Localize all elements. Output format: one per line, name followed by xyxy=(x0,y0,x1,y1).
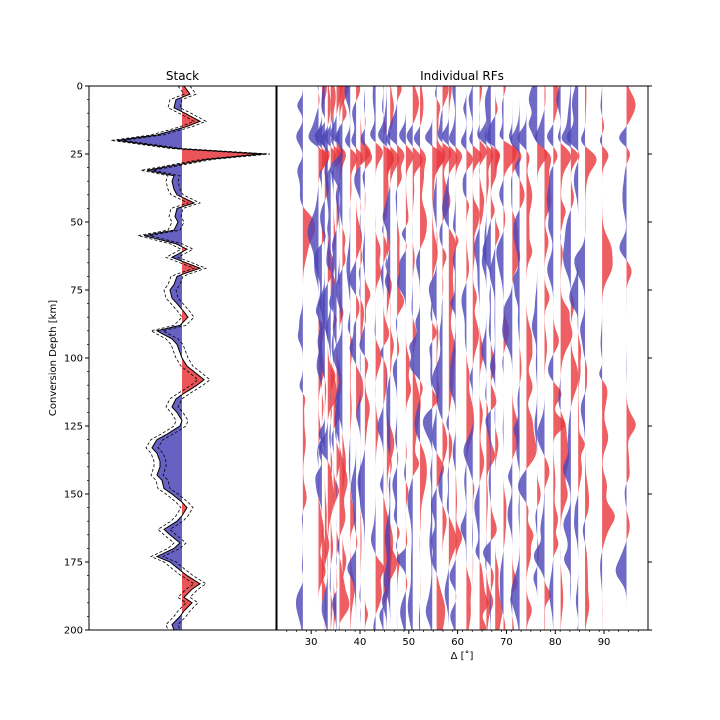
rf-trace-10-neg xyxy=(344,86,351,630)
rf-trace-11-pos xyxy=(356,86,364,630)
y-tick-label: 0 xyxy=(77,82,83,93)
rf-trace-0-pos xyxy=(302,86,316,630)
y-tick-label: 150 xyxy=(64,490,83,501)
y-tick-label: 175 xyxy=(64,558,83,569)
rf-trace-23-neg xyxy=(428,86,437,630)
y-tick-label: 50 xyxy=(70,218,83,229)
rf-trace-27-neg xyxy=(460,86,467,630)
rf-trace-16-neg xyxy=(378,86,387,630)
stack-band-upper xyxy=(122,85,271,631)
y-tick-label: 25 xyxy=(70,150,83,161)
x-tick-label: 50 xyxy=(402,637,415,648)
rf-trace-26-pos xyxy=(455,86,463,630)
rf-trace-42-pos xyxy=(578,86,585,630)
individual-rfs-panel: 30 40 50 60 70 80 90 xyxy=(276,85,652,648)
rf-trace-43-neg xyxy=(574,86,586,630)
rf-trace-35-neg xyxy=(510,86,520,630)
rf-trace-5-neg xyxy=(324,86,331,630)
rf-trace-14-neg xyxy=(370,86,376,630)
rf-trace-38-neg xyxy=(533,86,545,630)
stack-band-lower xyxy=(110,85,259,631)
y-tick-label: 200 xyxy=(64,626,83,637)
rf-trace-38-pos xyxy=(544,86,552,630)
rf-traces xyxy=(295,86,636,630)
rf-trace-8-pos xyxy=(339,86,350,630)
rf-trace-6-neg xyxy=(329,86,334,630)
rf-trace-37-pos xyxy=(537,86,548,630)
rf-trace-27-pos xyxy=(466,86,475,630)
stack-negative-fill xyxy=(117,86,182,630)
rf-trace-29-neg xyxy=(474,86,480,630)
stack-positive-fill xyxy=(182,86,264,630)
x-tick-label: 40 xyxy=(354,637,367,648)
x-tick-label: 80 xyxy=(549,637,562,648)
rf-trace-0-neg xyxy=(295,86,303,630)
y-tick-label: 100 xyxy=(64,354,83,365)
rf-trace-40-pos xyxy=(560,86,573,630)
x-tick-label: 70 xyxy=(500,637,513,648)
stack-title: Stack xyxy=(166,69,199,83)
rf-trace-41-neg xyxy=(561,86,571,630)
rf-trace-20-neg xyxy=(406,86,413,630)
rf-trace-11-neg xyxy=(347,86,357,630)
rf-trace-33-neg xyxy=(496,86,504,630)
rf-trace-45-pos xyxy=(626,86,636,630)
rf-trace-32-neg xyxy=(486,86,496,630)
y-axis-label: Conversion Depth [km] xyxy=(48,300,59,416)
rf-trace-2-neg xyxy=(314,86,322,630)
x-tick-label: 60 xyxy=(451,637,464,648)
rf-trace-43-pos xyxy=(585,86,597,630)
y-tick-label: 125 xyxy=(64,422,83,433)
rf-trace-25-neg xyxy=(441,86,449,630)
rf-trace-14-pos xyxy=(375,86,385,630)
rf-trace-28-pos xyxy=(472,86,482,630)
rf-trace-39-neg xyxy=(546,86,554,630)
rf-trace-36-pos xyxy=(526,86,537,630)
y-tick-label: 75 xyxy=(70,286,83,297)
rf-trace-41-pos xyxy=(570,86,579,630)
rf-trace-36-neg xyxy=(517,86,527,630)
rf-trace-1-neg xyxy=(307,86,319,630)
x-tick-label: 90 xyxy=(598,637,611,648)
rf-trace-24-neg xyxy=(431,86,443,630)
rf-trace-44-neg xyxy=(599,86,603,630)
rf-trace-3-neg xyxy=(314,86,325,630)
rf-trace-45-neg xyxy=(615,86,627,630)
rf-trace-21-pos xyxy=(420,86,427,630)
rf-trace-26-neg xyxy=(448,86,456,630)
rf-trace-21-neg xyxy=(409,86,421,630)
rf-trace-35-pos xyxy=(519,86,525,630)
x-axis-label: Δ [˚] xyxy=(451,650,474,662)
x-tick-label: 30 xyxy=(305,637,318,648)
rf-trace-40-neg xyxy=(556,86,561,630)
stack-trace-line xyxy=(116,85,265,631)
rf-trace-28-neg xyxy=(463,86,473,630)
rf-trace-32-pos xyxy=(495,86,503,630)
rf-trace-19-neg xyxy=(396,86,406,630)
rf-trace-30-neg xyxy=(478,86,487,630)
rf-trace-23-pos xyxy=(436,86,446,630)
rf-trace-44-pos xyxy=(602,86,615,630)
rf-trace-13-neg xyxy=(357,86,365,630)
rf-trace-19-pos xyxy=(405,86,414,630)
rf-trace-18-pos xyxy=(397,86,405,630)
stack-panel: 0 25 50 75 100 125 150 175 200 xyxy=(64,82,277,637)
rf-trace-9-pos xyxy=(342,86,347,630)
rf-trace-13-pos xyxy=(364,86,373,630)
individual-rfs-title: Individual RFs xyxy=(420,69,504,83)
rf-trace-17-neg xyxy=(382,86,391,630)
rf-trace-29-pos xyxy=(479,86,489,630)
rf-trace-42-neg xyxy=(566,86,579,630)
rf-trace-18-neg xyxy=(388,86,398,630)
rf-trace-2-pos xyxy=(321,86,329,630)
rf-trace-9-neg xyxy=(330,86,343,630)
rf-trace-4-pos xyxy=(327,86,338,630)
rf-trace-22-neg xyxy=(422,86,433,630)
